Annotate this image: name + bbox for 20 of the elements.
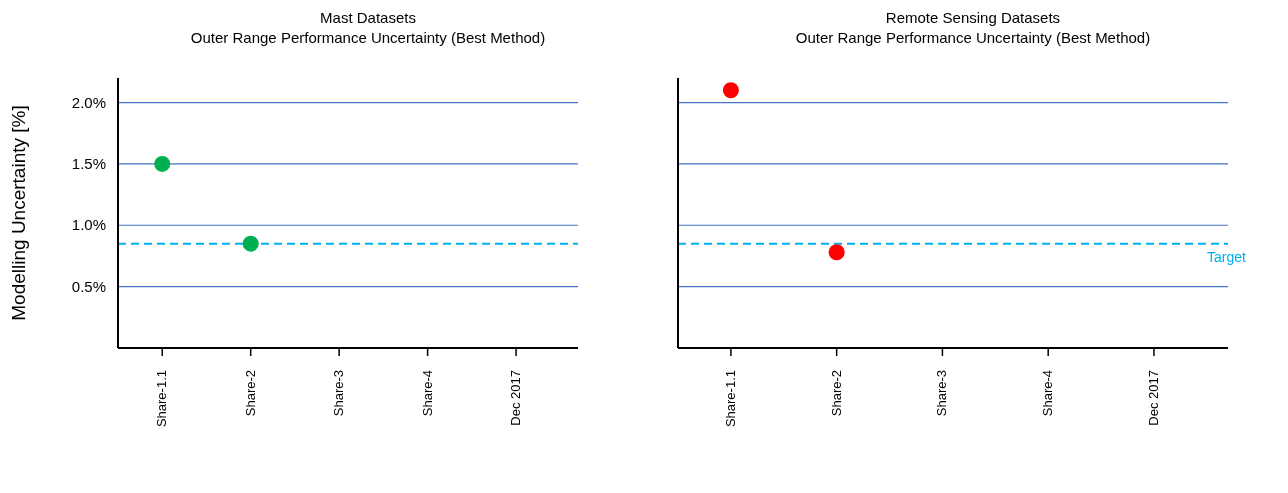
x-tick-label: Share-2 <box>828 370 844 417</box>
y-tick-label: 2.0% <box>71 93 106 111</box>
y-tick-label: 1.0% <box>71 216 106 234</box>
x-tick-label: Share-3 <box>331 370 347 417</box>
y-tick-label: 0.5% <box>71 277 106 295</box>
x-tick-label: Share-4 <box>419 370 435 417</box>
chart-title: Mast Datasets <box>319 8 417 28</box>
x-tick-label: Share-3 <box>934 370 950 417</box>
y-axis-title: Modelling Uncertainty [%] <box>7 105 29 321</box>
chart-subtitle: Outer Range Performance Uncertainty (Best Method) <box>189 28 547 48</box>
x-tick-label: Share-4 <box>1040 370 1056 417</box>
x-tick-label: Share-1.1 <box>154 370 170 428</box>
x-tick-label: Dec 2017 <box>508 370 524 426</box>
x-tick-label: Dec 2017 <box>1145 370 1161 426</box>
x-tick-label: Share-2 <box>242 370 258 417</box>
chart-title: Remote Sensing Datasets <box>884 8 1062 28</box>
chart-subtitle: Outer Range Performance Uncertainty (Best Method) <box>794 28 1152 48</box>
ref-line-label: Target <box>1207 248 1247 265</box>
y-tick-label: 1.5% <box>71 154 106 172</box>
x-tick-label: Share-1.1 <box>722 370 738 428</box>
